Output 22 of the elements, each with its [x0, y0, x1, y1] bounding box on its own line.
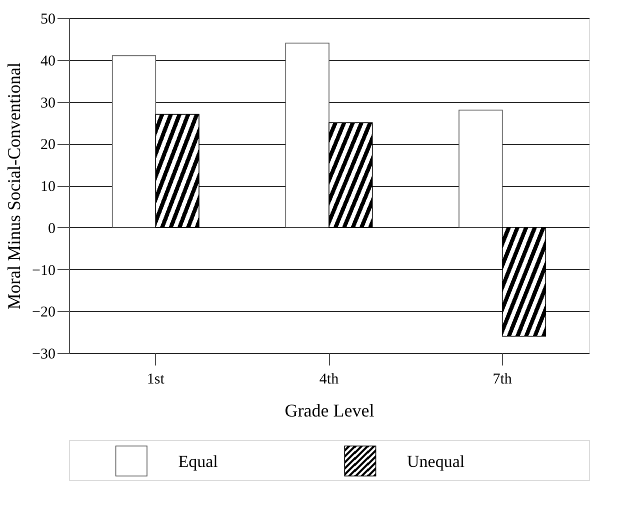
bar	[285, 42, 330, 228]
bar	[458, 110, 503, 228]
bar	[328, 122, 373, 228]
y-tick-label: 40	[40, 53, 56, 70]
y-tick-label: −30	[32, 346, 56, 362]
bar	[155, 114, 200, 228]
x-tick-label: 7th	[492, 372, 512, 388]
bar	[502, 226, 546, 337]
y-tick-label: 30	[40, 95, 56, 112]
x-tick-label: 4th	[319, 372, 340, 388]
y-tick-label: 10	[40, 179, 56, 195]
legend-label: Unequal	[407, 452, 465, 471]
y-tick-label: 50	[40, 12, 56, 28]
legend-label: Equal	[178, 452, 218, 471]
bar	[112, 55, 156, 228]
y-tick-label: 0	[48, 220, 56, 237]
x-axis-title: Grade Level	[284, 400, 374, 420]
y-axis-title: Moral Minus Social-Conventional	[4, 62, 24, 310]
y-tick-label: −10	[32, 262, 56, 279]
y-tick-label: −20	[32, 304, 56, 321]
x-tick-label: 1st	[146, 372, 166, 388]
y-tick-label: 20	[40, 137, 56, 154]
